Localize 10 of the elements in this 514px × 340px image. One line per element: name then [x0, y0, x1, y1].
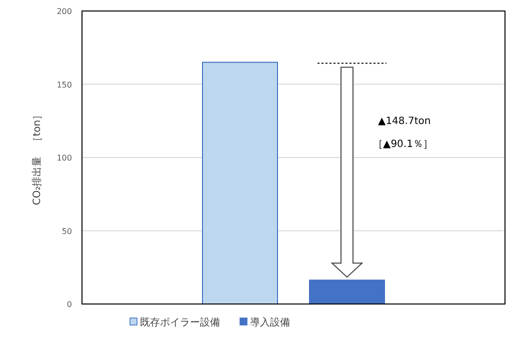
y-tick-label: 0	[66, 300, 72, 309]
annotation: ［▲90.1％］	[373, 139, 433, 150]
y-axis-title: CO₂排出量 ［ton］	[31, 110, 43, 206]
y-tick-label: 200	[56, 7, 72, 16]
legend-label: 導入設備	[250, 316, 290, 328]
y-tick-label: 150	[56, 80, 72, 90]
annotation: ▲148.7ton	[378, 116, 431, 127]
legend-label: 既存ボイラー設備	[140, 316, 220, 328]
y-tick-label: 100	[56, 154, 72, 162]
y-tick-label: 50	[62, 226, 72, 236]
